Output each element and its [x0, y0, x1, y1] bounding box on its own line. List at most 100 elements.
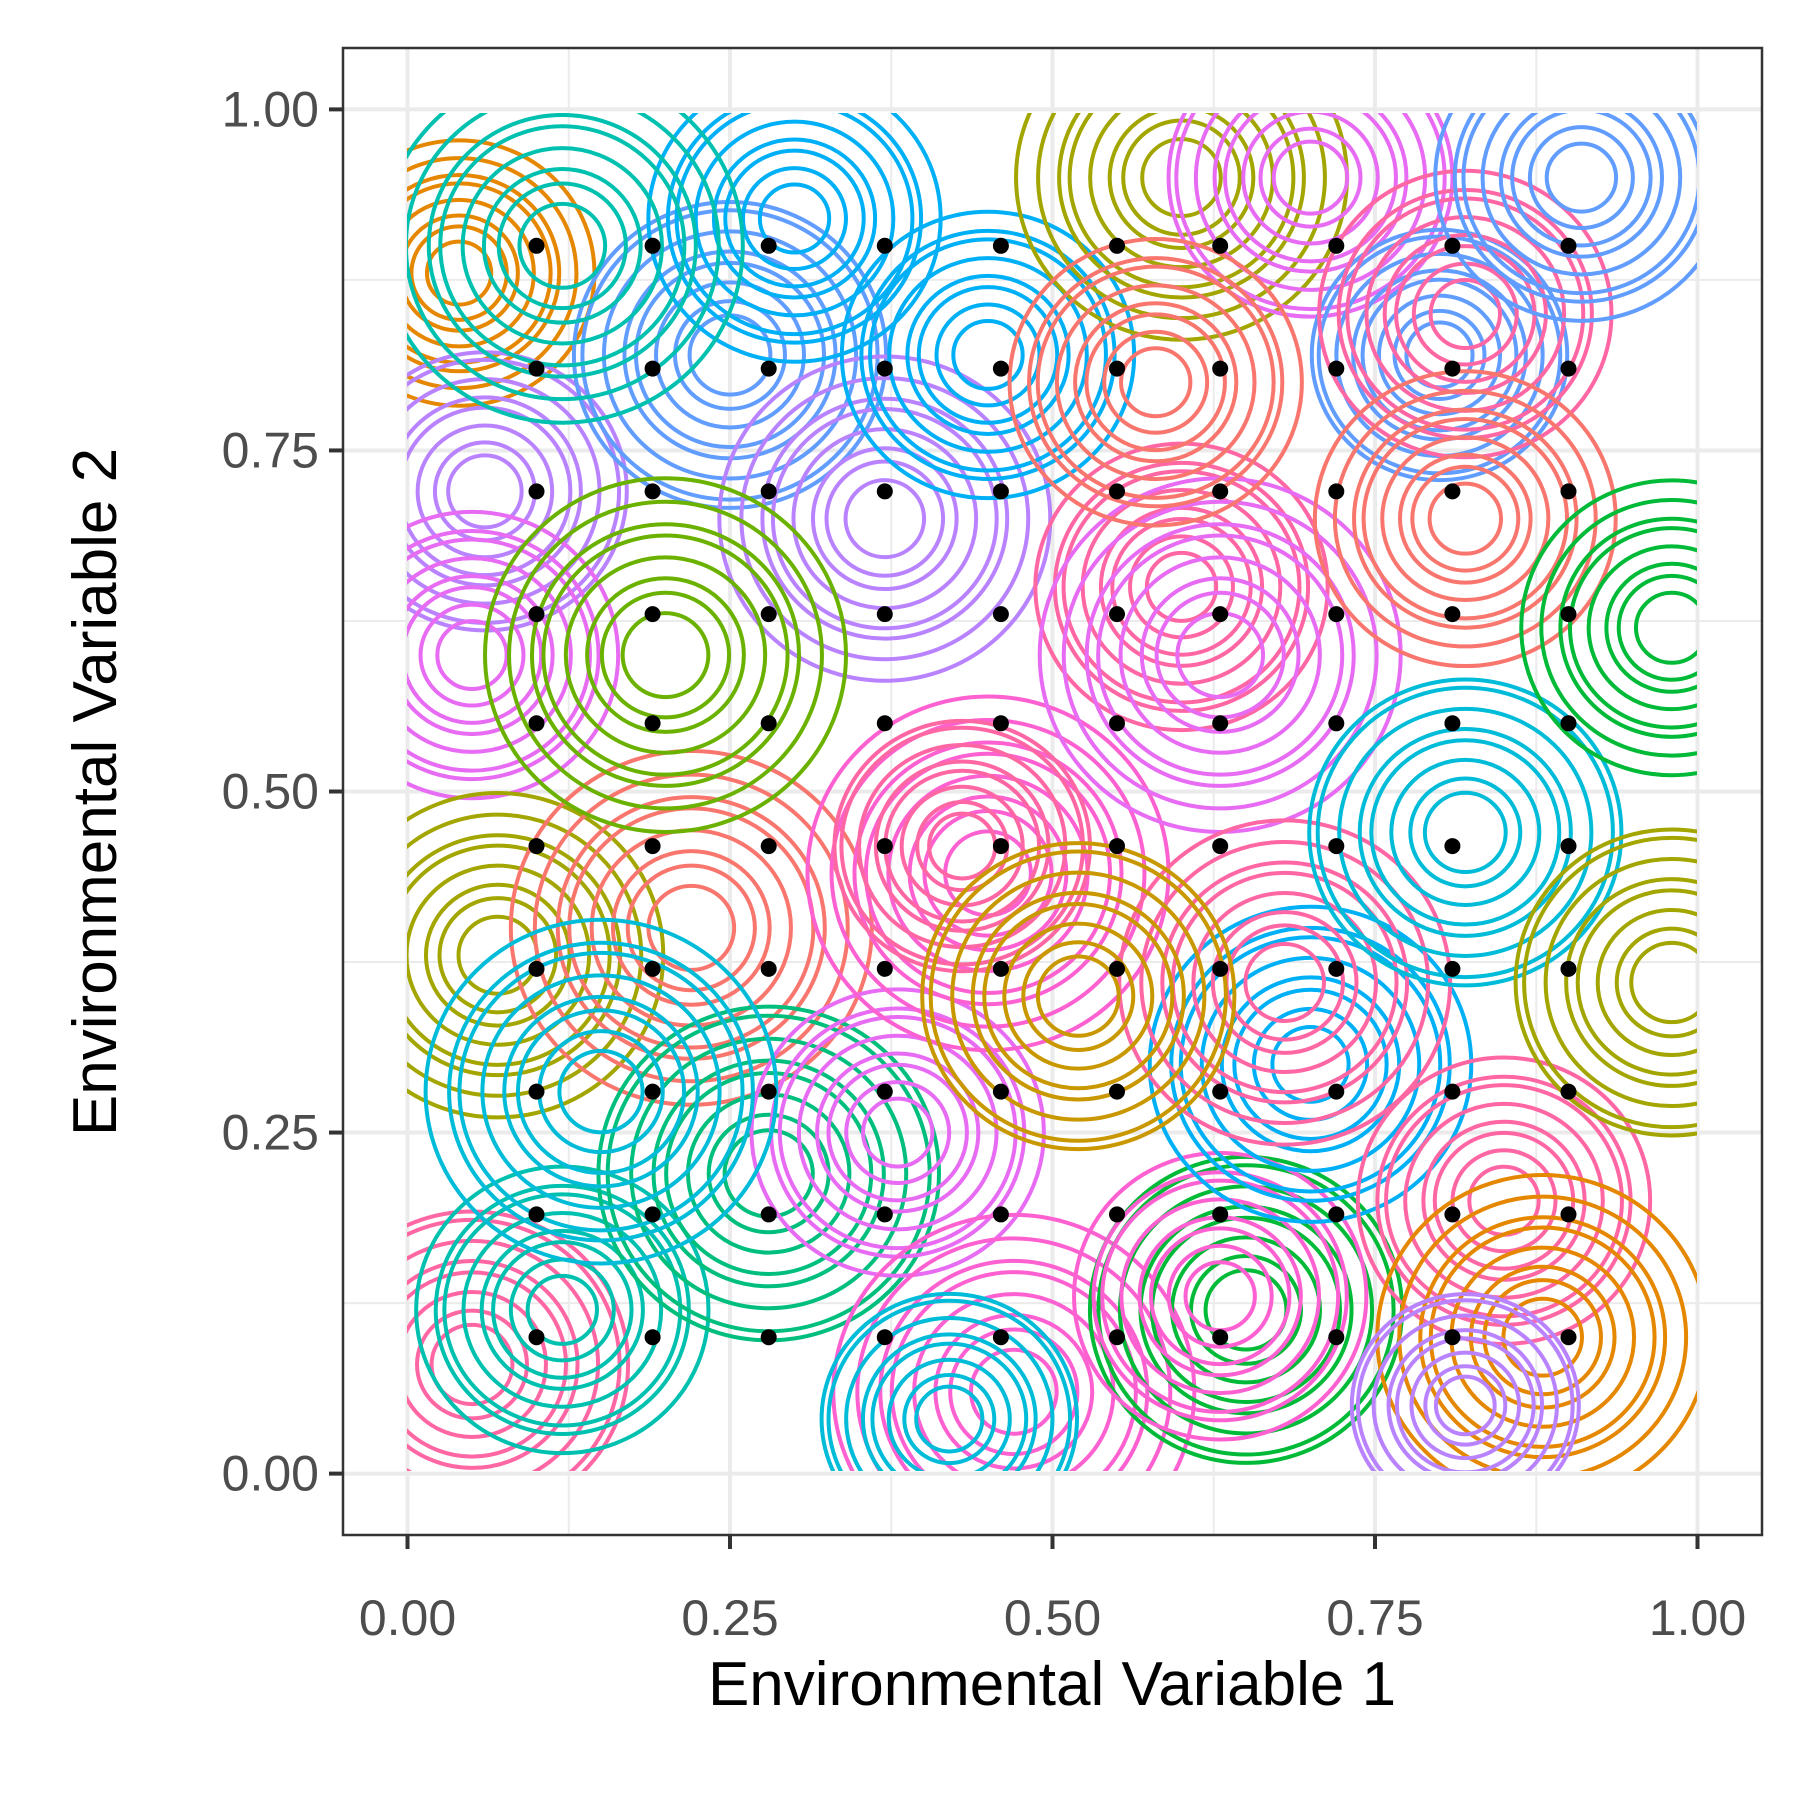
contour-ring [886, 1357, 1012, 1471]
sample-point [1444, 838, 1461, 855]
contour-ring [517, 201, 608, 290]
contour-ring [757, 182, 832, 255]
contour-ring [970, 890, 1186, 1102]
contour-group [407, 509, 621, 801]
contour-ring [1380, 435, 1551, 603]
contour-ring [1360, 277, 1519, 433]
sample-point [992, 483, 1009, 500]
contour-group [1307, 677, 1624, 988]
contour-ring [1410, 464, 1521, 573]
contour-ring [1166, 1243, 1274, 1349]
contour-ring [1564, 877, 1697, 1088]
contour-ring [819, 1291, 1079, 1471]
contour-ring [760, 396, 1010, 641]
contour-ring [447, 940, 755, 1243]
contour-group [423, 917, 779, 1266]
sample-point [1328, 483, 1345, 500]
sample-point [1560, 1329, 1577, 1346]
contour-ring [1452, 113, 1697, 304]
sample-point [992, 1083, 1009, 1100]
contour-ring [1160, 860, 1410, 1105]
contour-ring [868, 237, 1108, 473]
sample-point [760, 360, 777, 377]
sample-point [644, 1083, 661, 1100]
sample-point [992, 1329, 1009, 1346]
sample-point [644, 360, 661, 377]
contour-ring [1519, 478, 1697, 778]
contour-ring [1568, 526, 1697, 730]
contour-ring [1054, 283, 1257, 482]
y-tick-label: 0.50 [222, 764, 319, 820]
contour-ring [1433, 113, 1697, 323]
sample-point [1212, 606, 1229, 623]
sample-point [528, 360, 545, 377]
contour-ring [1355, 1298, 1575, 1471]
contour-ring [407, 556, 573, 754]
contour-ring [1539, 498, 1697, 758]
contour-ring [844, 1080, 952, 1186]
contour-ring [563, 555, 768, 755]
sample-point [1444, 237, 1461, 254]
contour-group [1433, 113, 1697, 323]
contour-ring [1332, 388, 1598, 649]
sample-point [876, 1329, 893, 1346]
contour-ring [1169, 925, 1452, 1203]
contour-ring [1369, 738, 1562, 927]
contour-ring [796, 1033, 999, 1232]
contour-ring [1119, 1197, 1322, 1396]
sample-point [1109, 483, 1125, 500]
contour-ring [1210, 910, 1359, 1055]
sample-point [1560, 960, 1577, 977]
contour-ring [1315, 685, 1615, 980]
contour-ring [1527, 125, 1635, 231]
sample-point [1444, 360, 1461, 377]
contour-ring [1174, 113, 1447, 312]
y-tick-label: 0.75 [222, 422, 319, 478]
sample-point [1328, 715, 1345, 732]
contour-ring [1035, 264, 1276, 500]
sample-point [1212, 715, 1229, 732]
contour-ring [446, 453, 524, 530]
sample-point [992, 606, 1009, 623]
sample-point [1560, 360, 1577, 377]
x-tick-label: 0.50 [1004, 1590, 1101, 1646]
sample-point [760, 237, 777, 254]
contour-ring [407, 574, 555, 737]
contour-group [1312, 369, 1618, 669]
contour-ring [1629, 940, 1697, 1025]
sample-point [528, 838, 545, 855]
contour-ring [1558, 516, 1697, 739]
contour-ring [1178, 935, 1443, 1194]
contour-ring [483, 476, 848, 834]
sample-point [876, 237, 893, 254]
sample-point [644, 960, 661, 977]
contour-ring [905, 273, 1071, 436]
contour-ring [1307, 677, 1624, 988]
contour-ring [610, 849, 772, 1007]
sample-point [1109, 1329, 1125, 1346]
contour-ring [1271, 139, 1350, 216]
sample-point [1560, 483, 1577, 500]
contour-ring [815, 1051, 981, 1214]
sample-point [1328, 606, 1345, 623]
contour-ring [407, 1289, 548, 1439]
sample-point [1212, 1206, 1229, 1223]
contour-ring [1522, 835, 1697, 1130]
sample-point [760, 1329, 777, 1346]
contour-ring [951, 318, 1025, 391]
contour-ring [674, 113, 915, 337]
sample-point [528, 715, 545, 732]
contour-group [1166, 113, 1455, 319]
sample-point [1444, 715, 1461, 732]
contour-ring [1084, 312, 1227, 453]
contour-ring [1312, 369, 1618, 669]
contour-ring [541, 533, 790, 777]
contour-ring [1389, 757, 1542, 907]
contour-ring [1394, 1336, 1536, 1471]
sample-point [992, 360, 1009, 377]
contour-ring [1634, 590, 1697, 665]
sample-point [1109, 1083, 1125, 1100]
contour-ring [1107, 113, 1256, 250]
sample-point [1328, 960, 1345, 977]
sample-point [992, 715, 1009, 732]
